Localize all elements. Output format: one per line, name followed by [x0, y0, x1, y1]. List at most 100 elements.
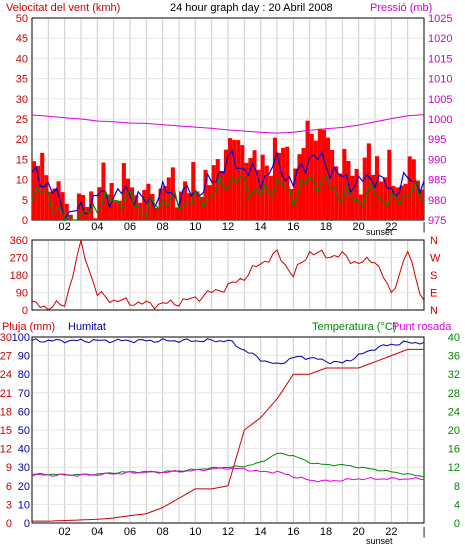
x-tick-label: 08 — [157, 221, 169, 233]
wind-gust-bar — [309, 133, 314, 220]
y-tick-label: 16 — [448, 444, 460, 456]
wind-gust-bar — [223, 149, 228, 220]
wind-gust-bar — [407, 156, 412, 220]
y-tick-label: 20 — [18, 481, 30, 493]
wind-gust-bar — [56, 181, 61, 220]
y-tick-label: 1000 — [428, 114, 452, 126]
wind-gust-bar — [268, 175, 273, 220]
y-tick-label: 60 — [18, 406, 30, 418]
wind-y-axis-ticks: 0 5 10 15 20 25 30 35 40 45 50 — [16, 13, 28, 227]
wind-gust-bar — [317, 128, 322, 220]
y-tick-label: 50 — [18, 425, 30, 437]
x-tick-label: 06 — [124, 526, 136, 538]
x-tick-label: 04 — [91, 221, 103, 233]
y-tick-label: 995 — [428, 134, 446, 146]
wind-gust-bar — [366, 143, 371, 220]
wind-gust-bar — [260, 154, 265, 220]
wind-average-line — [31, 149, 425, 222]
wind-gust-bar — [264, 165, 269, 220]
wind-gust-bar — [285, 146, 290, 220]
wind-gust-bar — [44, 175, 49, 220]
wind-gust-bar — [256, 169, 261, 220]
y-tick-label: 6 — [6, 481, 12, 493]
wind-gust-bar — [32, 161, 37, 220]
y-tick-label: 30 — [0, 332, 12, 344]
y-tick-label: 980 — [428, 195, 446, 207]
y-tick-label: 18 — [0, 406, 12, 418]
y-tick-label: 45 — [16, 33, 28, 45]
graph-title: 24 hour graph day : 20 Abril 2008 — [170, 2, 333, 14]
wind-gust-bar — [142, 189, 147, 220]
y-tick-label: 50 — [16, 13, 28, 25]
wind-gust-bar — [130, 187, 135, 220]
y-tick-label: 12 — [448, 462, 460, 474]
y-tick-label: 990 — [428, 154, 446, 166]
y-tick-label: 24 — [448, 406, 460, 418]
wind-gust-bar — [383, 177, 388, 220]
temperature-y-ticks: 0 4 8 12 16 20 24 28 32 36 40 — [448, 332, 460, 530]
y-tick-label: E — [430, 288, 437, 300]
wind-gust-bar — [244, 162, 249, 220]
x-tick-label: 14 — [255, 221, 267, 233]
y-tick-label: 35 — [16, 74, 28, 86]
y-tick-label: 36 — [448, 351, 460, 363]
wind-gust-bar — [187, 193, 192, 220]
wind-gust-bar — [36, 165, 41, 220]
wind-gust-bar — [183, 181, 188, 220]
wind-gust-bar — [415, 180, 420, 220]
x-tick-label: 08 — [157, 526, 169, 538]
y-tick-label: 100 — [12, 332, 30, 344]
y-tick-label: 12 — [0, 444, 12, 456]
x-tick-label: 22 — [385, 221, 397, 233]
wind-gust-bar — [121, 163, 126, 220]
wind-pressure-series — [31, 114, 425, 222]
y-tick-label: 40 — [18, 444, 30, 456]
y-tick-label: 0 — [22, 215, 28, 227]
y-tick-label: 9 — [6, 462, 12, 474]
rain-line — [32, 348, 424, 522]
wind-gust-bar — [321, 129, 326, 220]
y-tick-label: N — [430, 305, 438, 317]
wind-gust-bar — [252, 150, 257, 220]
y-tick-label: 80 — [18, 369, 30, 381]
y-tick-label: 4 — [454, 499, 460, 511]
x-tick-label: 12 — [222, 526, 234, 538]
wind-gust-bar — [113, 201, 118, 220]
wind-gust-bar — [379, 181, 384, 220]
y-tick-label: 30 — [16, 94, 28, 106]
y-tick-label: 15 — [16, 154, 28, 166]
x-tick-label: 16 — [287, 526, 299, 538]
wind-gust-bar — [240, 145, 245, 220]
y-tick-label: 70 — [18, 388, 30, 400]
wind-gust-bar — [215, 159, 220, 220]
pressure-line — [31, 114, 425, 134]
wind-gust-bar — [219, 171, 224, 220]
wind-direction-series — [31, 239, 425, 311]
y-tick-label: 27 — [0, 351, 12, 363]
wind-gust-bar — [272, 137, 277, 220]
wind-gust-bar — [370, 174, 375, 220]
y-tick-label: 3 — [6, 499, 12, 511]
wind-gust-bar — [375, 156, 380, 220]
wind-gust-bar — [330, 149, 335, 220]
y-tick-label: 0 — [6, 518, 12, 530]
wind-gust-bar — [305, 120, 310, 220]
wind-gust-bar — [277, 152, 282, 220]
y-tick-label: 1020 — [428, 33, 452, 45]
y-tick-label: 270 — [10, 253, 28, 265]
y-tick-label: 20 — [448, 425, 460, 437]
wind-low-line — [31, 175, 425, 222]
dewpoint-title: Punt rosada — [392, 321, 452, 333]
wind-gust-bar — [293, 168, 298, 220]
wind-direction-grid — [33, 241, 423, 309]
y-tick-label: W — [430, 253, 441, 265]
wind-gust-bar — [289, 188, 294, 220]
wind-gust-bar — [281, 147, 286, 220]
temperature-line — [32, 452, 425, 478]
x-tick-label: 02 — [59, 221, 71, 233]
temperature-title: Temperatura (°C) — [312, 321, 396, 333]
wind-gust-bar — [125, 178, 130, 220]
